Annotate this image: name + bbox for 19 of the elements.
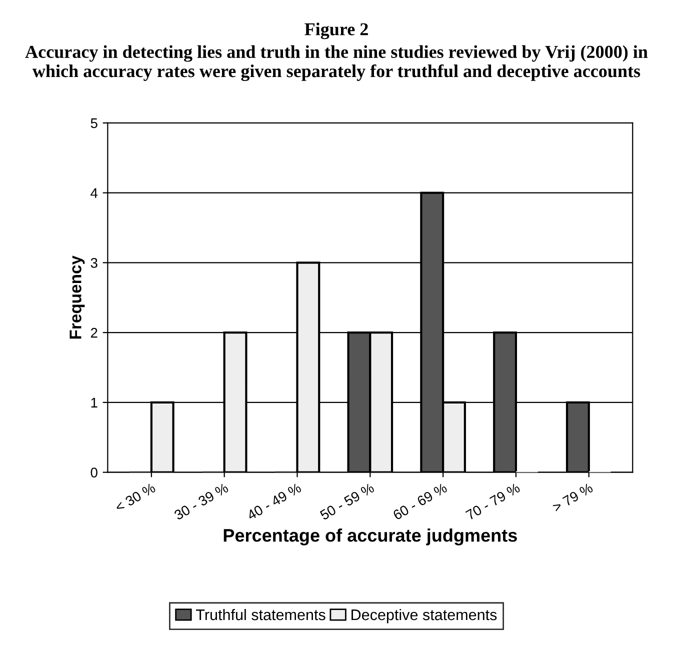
legend-label: Deceptive statements	[352, 608, 497, 624]
x-tick-label: 50 - 59 %	[319, 482, 375, 520]
y-tick-label: 3	[90, 258, 98, 268]
y-tick-label: 2	[90, 328, 98, 338]
x-tick-label: 70 - 79 %	[465, 482, 521, 520]
y-tick-label: 4	[90, 188, 98, 198]
x-tick-label: 40 - 49 %	[246, 482, 302, 520]
chart-title: Figure 2	[304, 22, 368, 40]
legend-label: Truthful statements	[196, 608, 326, 620]
y-tick-label: 5	[90, 118, 98, 128]
y-axis-title: Frequency	[70, 256, 85, 339]
x-tick-label: > 79 %	[552, 482, 594, 512]
chart-subtitle: Accuracy in detecting lies and truth in the nine studies reviewed by Vrij (2000) in which accuracy rates were given separately for truthful and deceptive accounts	[25, 45, 648, 82]
x-tick-label: 60 - 69 %	[392, 482, 448, 520]
x-tick-label: 30 - 39 %	[173, 482, 230, 520]
x-axis-title: Percentage of accurate judgments	[224, 528, 517, 546]
y-tick-label: 0	[90, 468, 98, 478]
y-tick-label: 1	[91, 398, 98, 408]
x-tick-label: < 30 %	[114, 482, 156, 512]
